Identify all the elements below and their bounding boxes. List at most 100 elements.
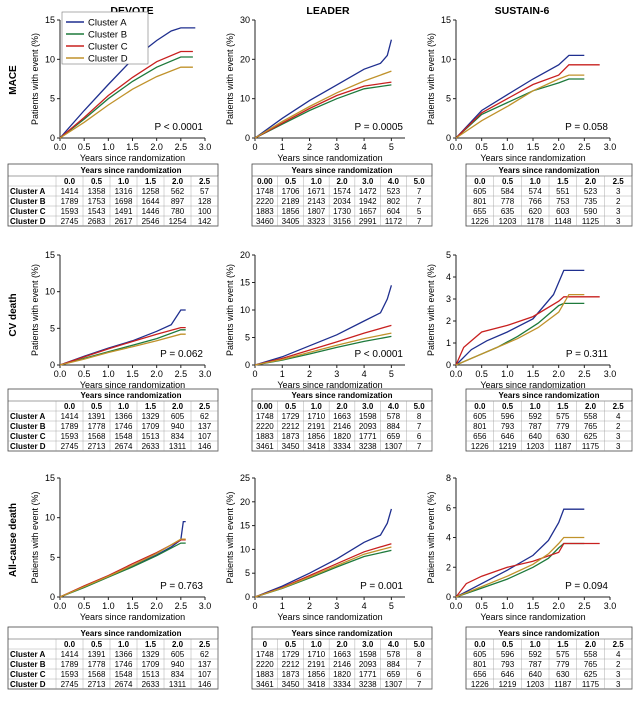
y-tick-label-sustain-6-mace-1: 5 bbox=[446, 94, 451, 104]
x-tick-label-leader-cv-death-5: 5 bbox=[389, 369, 394, 379]
series-line-leader-mace-cluster-a bbox=[254, 39, 393, 139]
risk-table-cell-leader-cv-death-3-0: 3461 bbox=[256, 442, 274, 451]
risk-table-cluster-devote-cv-death-2: Cluster C bbox=[10, 432, 46, 441]
risk-table-cell-leader-cv-death-2-0: 1883 bbox=[256, 432, 274, 441]
x-tick-label-devote-all-cause-death-4: 2.0 bbox=[150, 601, 163, 611]
risk-table-cell-leader-mace-2-2: 1807 bbox=[307, 207, 325, 216]
risk-table-cell-sustain-6-all-cause-death-0-1: 596 bbox=[501, 650, 515, 659]
risk-table-cell-sustain-6-cv-death-0-0: 605 bbox=[473, 412, 487, 421]
y-axis-title-devote-cv-death: Patients with event (%) bbox=[30, 264, 40, 356]
y-tick-label-devote-cv-death-0: 0 bbox=[50, 360, 55, 370]
x-tick-label-leader-mace-5: 5 bbox=[389, 142, 394, 152]
risk-table-cell-sustain-6-all-cause-death-1-5: 2 bbox=[616, 660, 621, 669]
series-line-sustain-6-mace-cluster-c bbox=[455, 64, 600, 139]
x-tick-label-leader-mace-3: 3 bbox=[334, 142, 339, 152]
risk-table-cell-devote-all-cause-death-0-3: 1329 bbox=[142, 650, 160, 659]
x-axis-title-leader-mace: Years since randomization bbox=[277, 153, 382, 163]
risk-table-cell-sustain-6-all-cause-death-1-1: 793 bbox=[501, 660, 515, 669]
risk-table-cell-leader-cv-death-0-1: 1729 bbox=[282, 412, 300, 421]
risk-table-time-sustain-6-mace-1: 0.5 bbox=[502, 177, 514, 186]
x-tick-label-sustain-6-all-cause-death-5: 2.5 bbox=[578, 601, 591, 611]
y-axis-title-sustain-6-cv-death: Patients with event (%) bbox=[426, 264, 436, 356]
series-line-devote-cv-death-cluster-c bbox=[59, 326, 186, 366]
risk-table-cell-leader-cv-death-2-1: 1873 bbox=[282, 432, 300, 441]
risk-table-cell-devote-cv-death-0-3: 1329 bbox=[142, 412, 160, 421]
risk-table-cell-devote-cv-death-3-5: 146 bbox=[198, 442, 212, 451]
risk-table-cell-devote-all-cause-death-0-2: 1366 bbox=[115, 650, 133, 659]
risk-table-cell-leader-cv-death-1-1: 2212 bbox=[282, 422, 300, 431]
y-tick-label-leader-cv-death-1: 5 bbox=[245, 333, 250, 343]
risk-table-cell-leader-cv-death-2-3: 1820 bbox=[333, 432, 351, 441]
y-axis-title-devote-mace: Patients with event (%) bbox=[30, 33, 40, 125]
risk-table-time-sustain-6-mace-0: 0.0 bbox=[474, 177, 486, 186]
p-value-devote-cv-death: P = 0.062 bbox=[160, 349, 203, 360]
risk-table-cell-leader-mace-1-3: 2034 bbox=[333, 197, 351, 206]
risk-table-time-leader-all-cause-death-3: 2.0 bbox=[336, 640, 348, 649]
risk-table-cell-devote-cv-death-0-1: 1391 bbox=[88, 412, 106, 421]
risk-table-cell-devote-mace-2-2: 1491 bbox=[115, 207, 133, 216]
panel-devote-all-cause-death: 0.0 0.5 1.0 1.5 2.0 2.5 3.0 0 5 10 15 Years since r… bbox=[7, 473, 219, 690]
x-tick-label-leader-mace-2: 2 bbox=[307, 142, 312, 152]
y-axis-title-leader-all-cause-death: Patients with event (%) bbox=[225, 491, 235, 583]
risk-table-cell-leader-mace-3-2: 3323 bbox=[307, 217, 325, 226]
risk-table-cell-sustain-6-all-cause-death-2-1: 646 bbox=[501, 670, 515, 679]
risk-table-cell-leader-cv-death-2-4: 1771 bbox=[359, 432, 377, 441]
risk-table-cell-leader-cv-death-1-6: 7 bbox=[417, 422, 422, 431]
y-tick-label-leader-all-cause-death-4: 20 bbox=[240, 497, 250, 507]
risk-table-time-sustain-6-cv-death-4: 2.0 bbox=[585, 402, 597, 411]
series-line-sustain-6-all-cause-death-cluster-c bbox=[455, 542, 600, 598]
risk-table-time-devote-cv-death-3: 1.5 bbox=[145, 402, 157, 411]
risk-table-cell-leader-cv-death-0-4: 1598 bbox=[359, 412, 377, 421]
p-value-leader-mace: P = 0.0005 bbox=[355, 122, 404, 133]
risk-table-cell-sustain-6-mace-3-2: 1178 bbox=[527, 217, 545, 226]
risk-table-cell-sustain-6-all-cause-death-1-4: 765 bbox=[584, 660, 598, 669]
risk-table-time-sustain-6-cv-death-2: 1.0 bbox=[530, 402, 542, 411]
risk-table-cell-sustain-6-all-cause-death-2-2: 640 bbox=[528, 670, 542, 679]
risk-table-cell-leader-cv-death-3-6: 7 bbox=[417, 442, 422, 451]
x-tick-label-devote-all-cause-death-5: 2.5 bbox=[175, 601, 188, 611]
risk-table-title-sustain-6-cv-death: Years since randomization bbox=[499, 391, 600, 400]
y-tick-label-devote-all-cause-death-2: 10 bbox=[45, 513, 55, 523]
x-tick-label-leader-all-cause-death-3: 3 bbox=[334, 601, 339, 611]
panel-sustain-6-mace: 0.0 0.5 1.0 1.5 2.0 2.5 3.0 0 5 10 15 Years since r… bbox=[426, 15, 633, 227]
risk-table-cell-devote-all-cause-death-3-3: 2633 bbox=[142, 680, 160, 689]
risk-table-time-devote-cv-death-0: 0.0 bbox=[64, 402, 76, 411]
risk-table-cell-sustain-6-all-cause-death-3-0: 1226 bbox=[471, 680, 489, 689]
risk-table-cluster-devote-mace-1: Cluster B bbox=[10, 197, 46, 206]
risk-table-cell-leader-mace-3-4: 2991 bbox=[359, 217, 377, 226]
column-title-leader: LEADER bbox=[306, 5, 350, 17]
y-tick-label-leader-mace-1: 10 bbox=[240, 94, 250, 104]
y-tick-label-leader-cv-death-4: 20 bbox=[240, 250, 250, 260]
panel-devote-mace: 0.0 0.5 1.0 1.5 2.0 2.5 3.0 0 5 10 15 Years since r… bbox=[7, 15, 219, 227]
risk-table-cluster-devote-mace-3: Cluster D bbox=[10, 217, 46, 226]
y-tick-label-leader-cv-death-3: 15 bbox=[240, 278, 250, 288]
risk-table-cell-sustain-6-mace-2-2: 620 bbox=[528, 207, 542, 216]
risk-table-time-devote-mace-0: 0.0 bbox=[64, 177, 76, 186]
risk-table-cell-devote-cv-death-2-2: 1548 bbox=[115, 432, 133, 441]
risk-table-cell-devote-cv-death-1-2: 1746 bbox=[115, 422, 133, 431]
risk-table-cell-devote-mace-3-3: 2546 bbox=[142, 217, 160, 226]
x-tick-label-devote-cv-death-3: 1.5 bbox=[126, 369, 139, 379]
risk-table-cell-leader-all-cause-death-3-2: 3418 bbox=[307, 680, 325, 689]
risk-table-cell-devote-all-cause-death-0-0: 1414 bbox=[61, 650, 79, 659]
row-labels: MACE CV death All-cause death bbox=[8, 65, 19, 577]
p-value-sustain-6-all-cause-death: P = 0.094 bbox=[565, 581, 608, 592]
risk-table-cell-leader-all-cause-death-3-5: 1307 bbox=[385, 680, 403, 689]
x-tick-label-devote-cv-death-5: 2.5 bbox=[175, 369, 188, 379]
series-line-sustain-6-mace-cluster-a bbox=[455, 54, 585, 139]
risk-table-time-leader-mace-0: 0.00 bbox=[257, 177, 273, 186]
legend-label-cluster-b: Cluster B bbox=[88, 30, 127, 41]
risk-table-cell-sustain-6-cv-death-2-2: 640 bbox=[528, 432, 542, 441]
risk-table-cell-sustain-6-cv-death-0-5: 4 bbox=[616, 412, 621, 421]
x-tick-label-devote-cv-death-1: 0.5 bbox=[78, 369, 91, 379]
x-tick-label-devote-all-cause-death-2: 1.0 bbox=[102, 601, 115, 611]
y-tick-label-sustain-6-cv-death-4: 4 bbox=[446, 272, 451, 282]
risk-table-title-devote-all-cause-death: Years since randomization bbox=[81, 629, 182, 638]
risk-table-time-sustain-6-mace-2: 1.0 bbox=[530, 177, 542, 186]
x-tick-label-leader-all-cause-death-4: 4 bbox=[362, 601, 367, 611]
risk-table-cell-leader-mace-3-6: 7 bbox=[417, 217, 422, 226]
risk-table-cell-devote-cv-death-2-4: 834 bbox=[171, 432, 185, 441]
